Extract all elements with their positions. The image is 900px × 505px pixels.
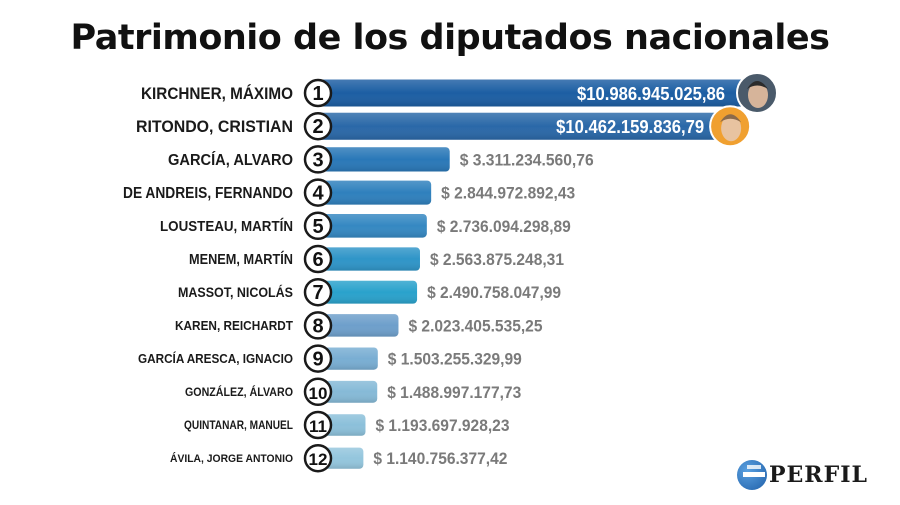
category-label: DE ANDREIS, FERNANDO xyxy=(123,185,293,202)
value-label: $ 1.488.997.177,73 xyxy=(387,384,521,402)
rank-number: 2 xyxy=(312,116,323,138)
rank-badge xyxy=(303,111,333,141)
value-label: $ 2.563.875.248,31 xyxy=(430,251,564,269)
rank-badge xyxy=(303,377,333,407)
category-label: GARCÍA ARESCA, IGNACIO xyxy=(138,351,293,366)
value-label: $ 2.844.972.892,43 xyxy=(441,185,575,203)
value-label: $ 2.023.405.535,25 xyxy=(408,317,542,335)
bar-shade xyxy=(314,180,432,205)
value-label: $ 1.193.697.928,23 xyxy=(375,417,509,435)
category-label: MENEM, MARTÍN xyxy=(189,251,293,268)
bar-shade xyxy=(314,280,418,304)
value-label: $ 1.503.255.329,99 xyxy=(388,351,522,369)
rank-number: 3 xyxy=(312,149,323,171)
rank-number: 12 xyxy=(309,450,328,469)
rank-badge xyxy=(303,311,333,340)
rank-number: 6 xyxy=(312,249,323,271)
bar-shade xyxy=(314,214,427,238)
bar-shade xyxy=(314,247,420,271)
globe-icon xyxy=(737,460,767,490)
rank-badge xyxy=(303,277,333,307)
rank-number: 8 xyxy=(312,315,323,337)
rank-number: 7 xyxy=(312,282,323,304)
rank-badge xyxy=(303,344,333,373)
bar-shade xyxy=(314,314,399,337)
category-label: GARCÍA, ALVARO xyxy=(168,150,293,169)
logo-text: PERFIL xyxy=(769,462,868,488)
value-label: $ 2.490.758.047,99 xyxy=(427,284,561,302)
rank-badge xyxy=(303,145,333,174)
category-label: MASSOT, NICOLÁS xyxy=(178,285,293,300)
bar-shade xyxy=(314,79,755,107)
bar-shade xyxy=(314,147,450,172)
rank-number: 4 xyxy=(312,183,324,205)
rank-badge xyxy=(303,78,333,108)
perfil-logo: PERFIL xyxy=(737,459,868,491)
category-label: KIRCHNER, MÁXIMO xyxy=(141,84,293,103)
value-label: $ 3.311.234.560,76 xyxy=(460,151,594,169)
rank-badge xyxy=(303,410,333,440)
portrait-face xyxy=(721,115,742,142)
rank-number: 11 xyxy=(309,417,327,436)
portrait-hair xyxy=(720,114,742,123)
category-label: RITONDO, CRISTIAN xyxy=(136,118,293,136)
page-title: Patrimonio de los diputados nacionales xyxy=(70,18,830,58)
portrait-hair xyxy=(747,81,768,89)
portrait-face xyxy=(748,82,768,108)
rank-number: 1 xyxy=(312,83,323,105)
rank-badge xyxy=(303,178,333,207)
rank-number: 5 xyxy=(312,216,323,238)
value-label: $10.986.945.025,86 xyxy=(577,84,725,104)
category-label: LOUSTEAU, MARTÍN xyxy=(160,218,293,235)
rank-badge xyxy=(303,244,333,274)
value-label: $ 2.736.094.298,89 xyxy=(437,218,571,236)
value-label: $ 1.140.756.377,42 xyxy=(373,450,507,468)
bar-shade xyxy=(314,112,735,140)
category-label: QUINTANAR, MANUEL xyxy=(184,420,293,432)
category-label: KAREN, REICHARDT xyxy=(175,318,293,333)
rank-number: 9 xyxy=(312,349,323,371)
category-label: GONZÁLEZ, ÁLVARO xyxy=(185,384,293,399)
value-label: $10.462.159.836,79 xyxy=(556,117,704,137)
category-label: ÁVILA, JORGE ANTONIO xyxy=(170,452,293,465)
rank-badge xyxy=(303,443,333,473)
rank-badge xyxy=(303,211,333,241)
rank-number: 10 xyxy=(309,384,328,403)
